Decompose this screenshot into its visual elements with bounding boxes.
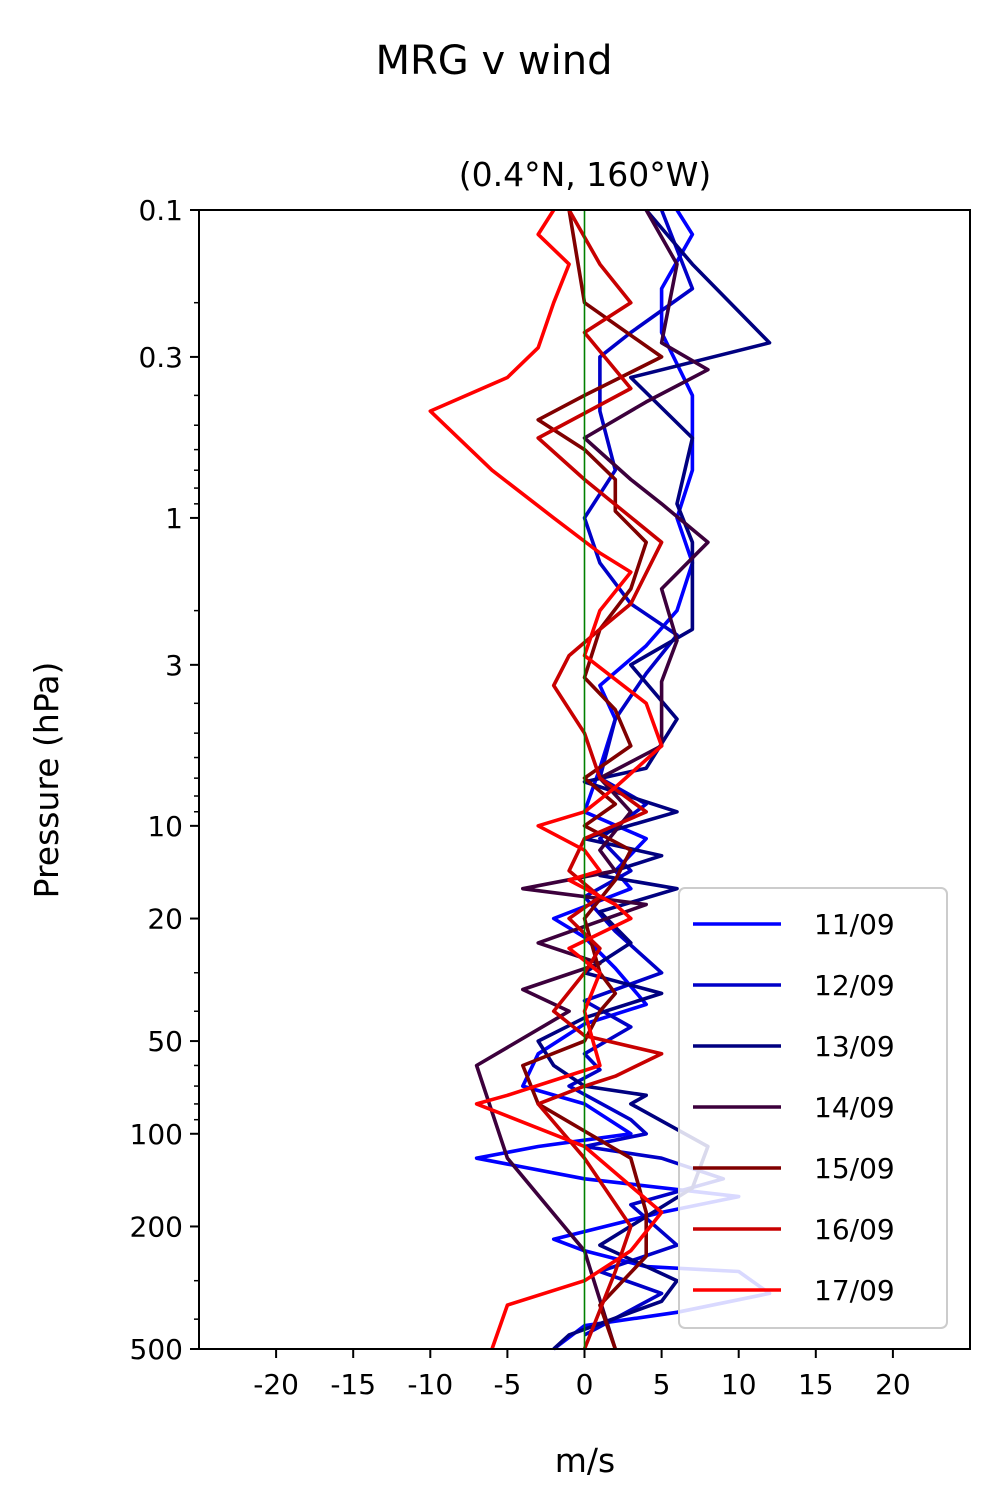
legend-label: 15/09	[814, 1152, 895, 1185]
legend-label: 12/09	[814, 969, 895, 1002]
y-axis-label: Pressure (hPa)	[27, 662, 66, 899]
y-tick-label: 50	[147, 1025, 183, 1058]
legend-label: 11/09	[814, 908, 895, 941]
x-tick-label: 0	[576, 1368, 594, 1401]
x-tick-label: -15	[330, 1368, 376, 1401]
y-tick-label: 100	[130, 1118, 183, 1151]
x-tick-label: -10	[407, 1368, 453, 1401]
x-tick-label: 20	[875, 1368, 911, 1401]
chart-suptitle: MRG v wind	[376, 38, 613, 84]
series-line-0	[474, 209, 772, 1351]
x-axis: -20 -15 -10 -5 0 5 10 15 20	[253, 1349, 911, 1401]
chart-title: (0.4°N, 160°W)	[459, 155, 712, 194]
y-tick-label: 20	[147, 903, 183, 936]
x-tick-label: -20	[253, 1368, 299, 1401]
x-axis-label: m/s	[555, 1441, 615, 1480]
x-tick-label: 10	[721, 1368, 757, 1401]
y-tick-label: 3	[165, 649, 183, 682]
legend-label: 16/09	[814, 1213, 895, 1246]
y-tick-label: 0.3	[138, 341, 183, 374]
series-line-6	[428, 209, 664, 1350]
legend: 11/09 12/09 13/09 14/09 15/09 16/09 17/09	[678, 887, 948, 1329]
legend-label: 14/09	[814, 1091, 895, 1124]
x-tick-label: 5	[653, 1368, 671, 1401]
legend-box	[678, 887, 948, 1329]
y-tick-label: 10	[147, 810, 183, 843]
legend-label: 17/09	[814, 1274, 895, 1307]
x-tick-label: 15	[798, 1368, 834, 1401]
x-tick-label: -5	[493, 1368, 521, 1401]
legend-label: 13/09	[814, 1030, 895, 1063]
y-tick-label: 1	[165, 502, 183, 535]
y-tick-label: 200	[130, 1210, 183, 1243]
y-tick-label: 500	[130, 1333, 183, 1366]
y-tick-label: 0.1	[138, 194, 183, 227]
y-axis: 0.1 0.3 1 3 10 20 50 100 200 500	[130, 194, 199, 1366]
